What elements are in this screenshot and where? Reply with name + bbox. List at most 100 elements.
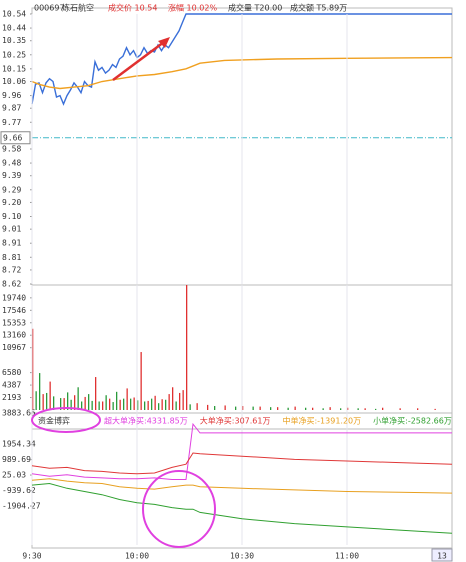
bar [161, 399, 163, 410]
bar [133, 397, 135, 410]
bar [189, 404, 191, 410]
bar [186, 285, 188, 410]
y-tick-label: 1954.34 [2, 440, 36, 449]
stock-name: 炼石航空 [62, 3, 94, 13]
x-tick-label: 9:30 [22, 552, 41, 561]
reference-box [0, 131, 31, 145]
bar [39, 373, 41, 410]
bar [207, 404, 209, 410]
y-tick-label: 10.25 [2, 50, 26, 59]
y-tick-label: 6580 [2, 368, 21, 377]
y-tick-label: 10.44 [2, 24, 26, 33]
bar [119, 399, 121, 410]
y-tick-label: 17546 [2, 306, 26, 315]
y-tick-label: 10.54 [2, 10, 26, 19]
bar [70, 399, 72, 410]
bar [287, 407, 289, 410]
y-tick-label: 9.29 [2, 185, 21, 194]
bar [417, 408, 419, 410]
y-tick-label: 25.03 [2, 471, 26, 480]
bar [32, 328, 34, 410]
bar [63, 398, 65, 410]
bar [112, 402, 114, 410]
bar [340, 408, 342, 410]
y-tick-label: 9.77 [2, 118, 21, 127]
bar [88, 394, 90, 410]
y-tick-label: 9.58 [2, 145, 21, 154]
volume: 成交量 T20.00 [228, 3, 282, 13]
line [31, 478, 453, 494]
y-tick-label: 10967 [2, 343, 26, 352]
bar [49, 381, 51, 410]
bar [130, 398, 132, 410]
bar [60, 398, 62, 410]
end-box [431, 548, 453, 562]
bar [42, 394, 44, 410]
bar [252, 406, 254, 410]
stock-code: 000697 [34, 4, 65, 13]
y-tick-label: 19740 [2, 293, 26, 302]
change: 涨幅 10.02% [168, 3, 217, 13]
y-tick-label: 9.01 [2, 225, 21, 234]
legend-entry: 超大单净买:4331.85万 [104, 416, 188, 426]
x-tick-label: 10:00 [125, 552, 149, 561]
bar [434, 408, 436, 410]
bar [172, 387, 174, 410]
bar [151, 398, 153, 410]
bar [109, 398, 111, 410]
x-tick-label: 10:30 [230, 552, 254, 561]
y-tick-label: 2193 [2, 393, 21, 402]
reference-label: 9.66 [3, 133, 22, 142]
y-tick-label: 9.87 [2, 104, 21, 113]
y-tick-label: 10.15 [2, 64, 26, 73]
bar [235, 406, 237, 410]
y-tick-label: 9.39 [2, 171, 21, 180]
bar [305, 407, 307, 410]
bar [137, 400, 139, 410]
bar [116, 391, 118, 410]
bar [294, 406, 296, 410]
x-end-label: 13 [437, 552, 447, 561]
bar [35, 391, 37, 410]
legend-entry: 小单净买:-2582.66万 [373, 416, 452, 426]
bar [382, 407, 384, 410]
y-tick-label: 10.06 [2, 77, 26, 86]
bar [98, 401, 100, 410]
y-tick-label: 9.48 [2, 159, 21, 168]
bar [168, 394, 170, 410]
bar [74, 395, 76, 410]
bar [357, 408, 359, 410]
legend-entry: 大单净买:307.61万 [200, 416, 271, 426]
bar [53, 396, 55, 410]
bar [77, 387, 79, 410]
price: 成交价 10.54 [108, 3, 157, 13]
bar [46, 392, 48, 410]
y-tick-label: 9.96 [2, 91, 21, 100]
bar [123, 398, 125, 410]
y-tick-label: 9.20 [2, 198, 21, 207]
annotations [31, 37, 216, 548]
line [31, 452, 453, 475]
bar [364, 408, 366, 410]
bar [347, 407, 349, 410]
bar [84, 396, 86, 410]
bar [259, 406, 261, 410]
y-tick-label: 3883.65 [2, 409, 36, 418]
line [31, 482, 453, 534]
bar [312, 407, 314, 410]
bar [214, 406, 216, 410]
bar [179, 392, 181, 410]
legend-entry: 中单净买:-1391.20万 [282, 416, 361, 426]
line [31, 422, 452, 480]
bar [102, 401, 104, 410]
arrow [112, 40, 165, 82]
bar [242, 406, 244, 410]
arrow-head [158, 37, 170, 48]
bar [158, 403, 160, 410]
bar [126, 388, 128, 410]
circle [31, 407, 101, 433]
panel-title: 资金博弈 [38, 416, 70, 426]
bar [329, 407, 331, 410]
bar [95, 377, 97, 410]
